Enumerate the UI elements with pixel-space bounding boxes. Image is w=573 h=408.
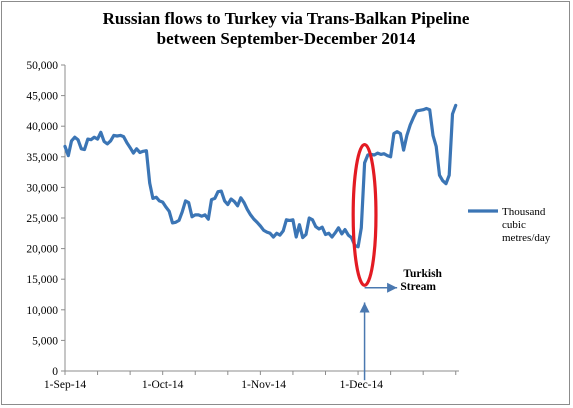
- legend-entry-line: cubic: [502, 219, 526, 231]
- y-tick-label: 10,000: [26, 305, 58, 317]
- y-tick-label: 25,000: [26, 213, 58, 225]
- highlight-ellipse: [351, 142, 378, 287]
- x-tick-label: 1-Oct-14: [142, 379, 184, 391]
- right-arrow-head: [387, 282, 398, 293]
- y-tick-label: 35,000: [26, 152, 58, 164]
- x-tick-label: 1-Dec-14: [340, 379, 384, 391]
- y-tick-label: 45,000: [26, 91, 58, 103]
- x-tick-label: 1-Nov-14: [241, 379, 286, 391]
- y-tick-label: 50,000: [26, 60, 58, 72]
- chart-title-line-2: between September-December 2014: [157, 29, 416, 48]
- x-axis-ticks: 1-Sep-14 1-Oct-14 1-Nov-14 1-Dec-14: [44, 371, 457, 391]
- legend-entry-line: Thousand: [502, 206, 546, 218]
- annotation-label-line: Turkish: [403, 268, 442, 280]
- y-tick-label: 20,000: [26, 244, 58, 256]
- chart-title-line-1: Russian flows to Turkey via Trans-Balkan…: [103, 9, 470, 28]
- y-tick-label: 40,000: [26, 121, 58, 133]
- y-tick-label: 15,000: [26, 274, 58, 286]
- y-tick-label: 0: [52, 366, 58, 378]
- axes: [64, 65, 459, 372]
- y-tick-label: 5,000: [32, 335, 58, 347]
- up-arrow-head: [359, 302, 370, 313]
- series-line: [63, 103, 458, 249]
- chart-title: Russian flows to Turkey via Trans-Balkan…: [103, 9, 470, 48]
- series-group: [63, 103, 458, 249]
- annotation-label-line: Stream: [400, 281, 436, 293]
- y-axis-ticks: 0 5,000 10,000 15,000 20,000 25,000 30,000 35,0…: [26, 60, 65, 378]
- legend-entry-line: metres/day: [502, 232, 551, 244]
- y-tick-label: 30,000: [26, 182, 58, 194]
- x-tick-label: 1-Sep-14: [44, 379, 86, 391]
